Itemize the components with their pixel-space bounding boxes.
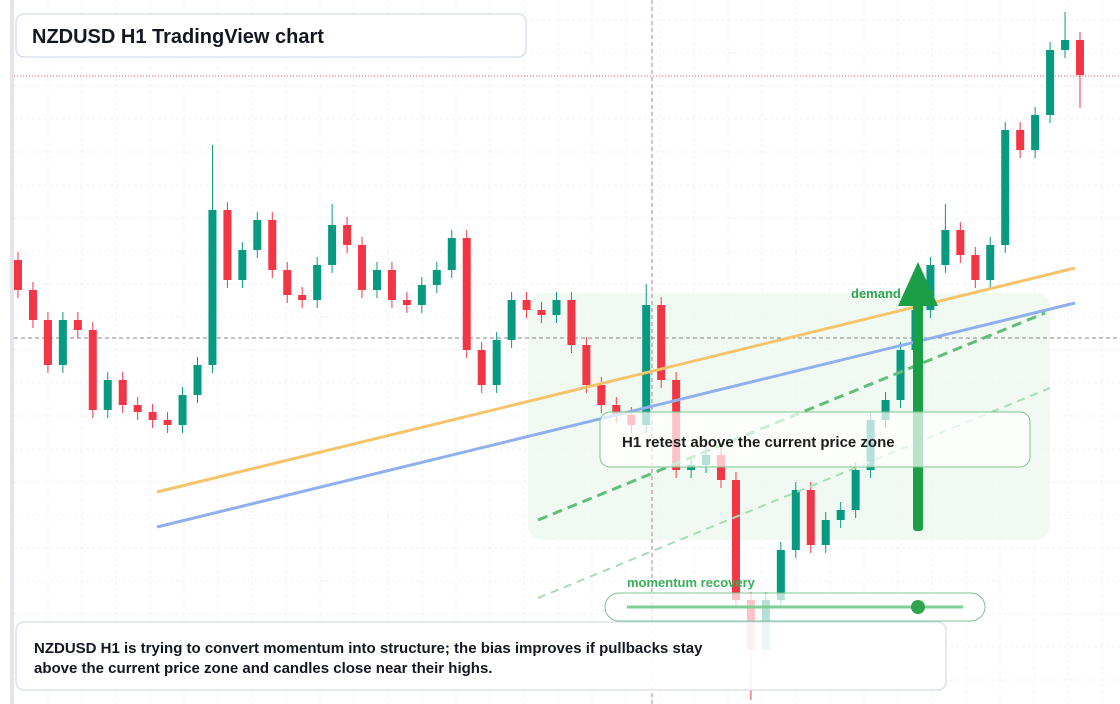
candle-body bbox=[597, 385, 606, 405]
candle-body bbox=[1031, 115, 1040, 150]
candle-body bbox=[971, 255, 980, 280]
candle-body bbox=[223, 210, 232, 280]
candle-body bbox=[462, 238, 471, 350]
candle-body bbox=[821, 520, 830, 545]
caption-line: above the current price zone and candles… bbox=[34, 660, 492, 677]
candle-body bbox=[1061, 40, 1070, 50]
candle-body bbox=[118, 380, 127, 405]
candle-body bbox=[941, 230, 950, 265]
candle-body bbox=[1001, 130, 1010, 245]
candle-body bbox=[582, 345, 591, 385]
candle-body bbox=[432, 270, 441, 285]
candle-body bbox=[268, 220, 277, 270]
candle-body bbox=[103, 380, 112, 410]
title: NZDUSD H1 TradingView chart bbox=[32, 26, 324, 48]
candle-body bbox=[1016, 130, 1025, 150]
candle-body bbox=[313, 265, 322, 300]
candle-body bbox=[552, 300, 561, 315]
caption-line: NZDUSD H1 is trying to convert momentum … bbox=[34, 640, 703, 657]
candle-body bbox=[372, 270, 381, 290]
candle-body bbox=[612, 405, 621, 415]
candle-body bbox=[402, 300, 411, 305]
candle-body bbox=[28, 290, 37, 320]
slider-knob bbox=[911, 600, 925, 614]
candle-body bbox=[58, 320, 67, 365]
candle-body bbox=[253, 220, 262, 250]
candle-body bbox=[208, 210, 217, 365]
candle-body bbox=[238, 250, 247, 280]
candle-body bbox=[417, 285, 426, 305]
candle-body bbox=[1046, 50, 1055, 115]
candle-body bbox=[567, 300, 576, 345]
candle-body bbox=[387, 270, 396, 300]
candle-body bbox=[956, 230, 965, 255]
candle-body bbox=[193, 365, 202, 395]
retest-label: H1 retest above the current price zone bbox=[622, 434, 895, 451]
candle-body bbox=[163, 420, 172, 425]
candle-body bbox=[776, 550, 785, 600]
momentum-label: momentum recovery bbox=[627, 575, 756, 590]
candle-body bbox=[298, 295, 307, 300]
candle-body bbox=[178, 395, 187, 425]
candle-body bbox=[133, 405, 142, 412]
candle-body bbox=[492, 340, 501, 385]
candle-body bbox=[731, 480, 740, 600]
candle-body bbox=[88, 330, 97, 410]
candle-body bbox=[358, 245, 367, 290]
candle-body bbox=[986, 245, 995, 280]
candle-body bbox=[1076, 40, 1084, 75]
candle-body bbox=[926, 265, 935, 310]
candle-body bbox=[791, 490, 800, 550]
caption-box bbox=[15, 621, 947, 691]
candle-body bbox=[343, 225, 352, 245]
candle-body bbox=[896, 350, 905, 400]
candle-body bbox=[507, 300, 516, 340]
title-box bbox=[15, 13, 527, 58]
candle-body bbox=[73, 320, 82, 330]
candle-body bbox=[522, 300, 531, 310]
candle-body bbox=[43, 320, 52, 365]
candle-body bbox=[477, 350, 486, 385]
candle-body bbox=[537, 310, 546, 315]
candle-body bbox=[642, 305, 651, 425]
candle-body bbox=[447, 238, 456, 270]
candle-body bbox=[881, 400, 890, 420]
left-edge bbox=[10, 0, 14, 704]
candle-body bbox=[836, 510, 845, 520]
candle-body bbox=[657, 305, 666, 380]
candle-body bbox=[283, 270, 292, 295]
candle-body bbox=[328, 225, 337, 265]
candle-body bbox=[806, 490, 815, 545]
candle-body bbox=[14, 260, 22, 290]
candle-body bbox=[148, 412, 157, 420]
arrow-head bbox=[898, 262, 938, 306]
retest-box bbox=[599, 411, 1031, 468]
candle-body bbox=[851, 470, 860, 510]
